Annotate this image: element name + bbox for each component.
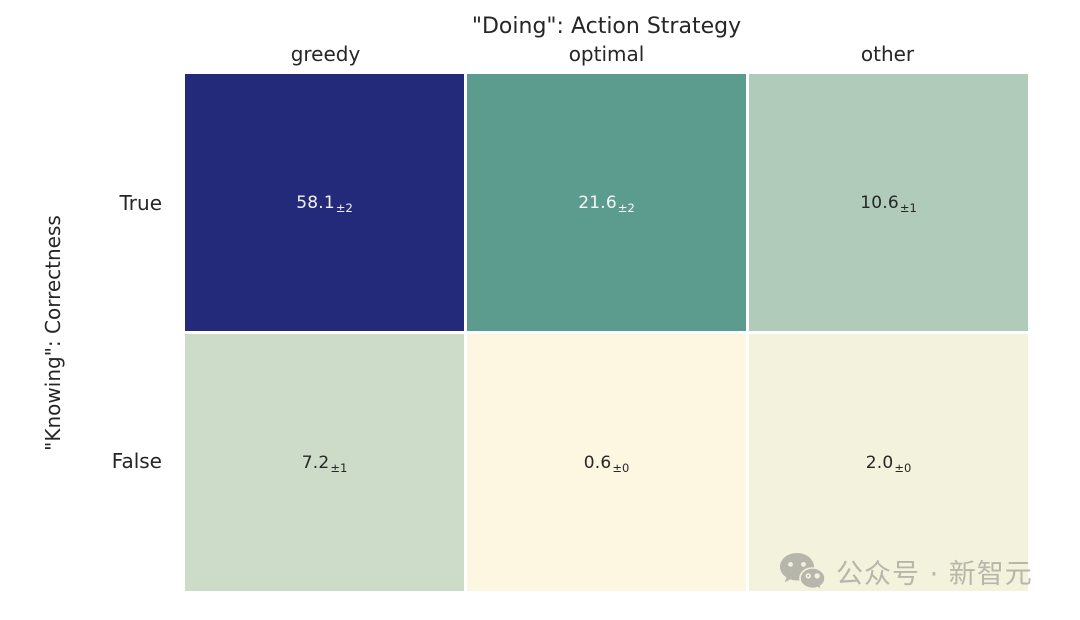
x-tick-other: other xyxy=(860,42,915,66)
heatmap-cell-false-optimal: 0.6 ±0 xyxy=(467,334,746,591)
cell-value: 7.2 xyxy=(301,452,330,473)
watermark-text: 公众号 · 新智元 xyxy=(836,558,1033,590)
x-tick-greedy: greedy xyxy=(290,42,361,66)
heatmap-cell-false-greedy: 7.2 ±1 xyxy=(185,334,464,591)
cell-error: ±0 xyxy=(894,460,912,475)
x-tick-optimal: optimal xyxy=(568,42,645,66)
y-axis-label: "Knowing": Correctness xyxy=(41,215,65,451)
watermark: 公众号 · 新智元 xyxy=(779,551,1033,591)
y-tick-true: True xyxy=(119,191,162,215)
cell-value: 10.6 xyxy=(860,192,899,213)
cell-error: ±2 xyxy=(335,200,353,215)
heatmap-cell-true-greedy: 58.1 ±2 xyxy=(185,74,464,331)
cell-value: 2.0 xyxy=(865,452,894,473)
heatmap-grid: 58.1 ±2 21.6 ±2 10.6 ±1 7.2 ±1 0.6 ±0 2.0 ±0 xyxy=(185,74,1028,591)
cell-value: 58.1 xyxy=(296,192,335,213)
cell-error: ±0 xyxy=(612,460,630,475)
chart-title: "Doing": Action Strategy xyxy=(471,14,742,39)
y-tick-false: False xyxy=(111,449,162,473)
cell-error: ±1 xyxy=(330,460,348,475)
heatmap-cell-false-other: 2.0 ±0 xyxy=(749,334,1028,591)
cell-value: 21.6 xyxy=(578,192,617,213)
heatmap-cell-true-other: 10.6 ±1 xyxy=(749,74,1028,331)
cell-error: ±2 xyxy=(617,200,635,215)
cell-value: 0.6 xyxy=(583,452,612,473)
wechat-icon xyxy=(780,553,826,591)
heatmap-cell-true-optimal: 21.6 ±2 xyxy=(467,74,746,331)
cell-error: ±1 xyxy=(899,200,917,215)
x-tick-labels: greedy optimal other xyxy=(185,42,1028,70)
